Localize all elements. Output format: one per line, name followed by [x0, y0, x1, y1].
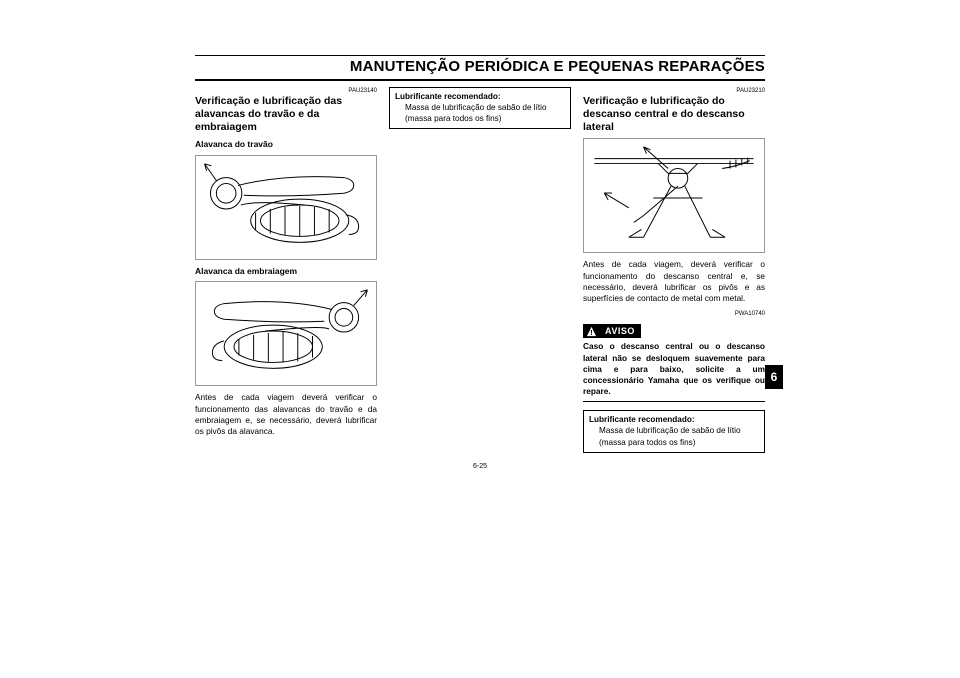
header-title: MANUTENÇÃO PERIÓDICA E PEQUENAS REPARAÇÕ…	[350, 58, 765, 75]
aviso-header: ! AVISO	[583, 324, 765, 338]
section-title-stand: Verificação e lubrificação do descanso c…	[583, 95, 765, 134]
recommended-lubricant-box-2: Lubrificante recomendado: Massa de lubri…	[583, 410, 765, 452]
body-levers: Antes de cada viagem deverá verificar o …	[195, 392, 377, 437]
svg-text:!: !	[590, 328, 592, 337]
ref-code: PAU23140	[195, 87, 377, 95]
figure-brake-lever	[195, 155, 377, 260]
columns: PAU23140 Verificação e lubrificação das …	[195, 87, 765, 453]
ref-code-right: PAU23210	[583, 87, 765, 95]
aviso-ref: PWA10740	[583, 310, 765, 318]
figure-center-stand	[583, 138, 765, 253]
rec-label-2: Lubrificante recomendado:	[589, 414, 759, 425]
subhead-brake-lever: Alavanca do travão	[195, 139, 377, 150]
rec-value: Massa de lubrificação de sabão de lítio …	[395, 102, 565, 124]
column-center: Lubrificante recomendado: Massa de lubri…	[389, 87, 571, 453]
aviso-text: Caso o descanso central ou o descanso la…	[583, 341, 765, 402]
subhead-clutch-lever: Alavanca da embraiagem	[195, 266, 377, 277]
rec-value-2: Massa de lubrificação de sabão de lítio …	[589, 425, 759, 447]
figure-clutch-lever	[195, 281, 377, 386]
column-left: PAU23140 Verificação e lubrificação das …	[195, 87, 377, 453]
page-number: 6-25	[195, 463, 765, 470]
warning-icon: !	[583, 324, 599, 338]
chapter-tab: 6	[765, 365, 783, 389]
body-stand: Antes de cada viagem, deverá verificar o…	[583, 259, 765, 304]
recommended-lubricant-box: Lubrificante recomendado: Massa de lubri…	[389, 87, 571, 129]
section-title-levers: Verificação e lubrificação das alavancas…	[195, 95, 377, 134]
page-header: MANUTENÇÃO PERIÓDICA E PEQUENAS REPARAÇÕ…	[195, 55, 765, 81]
rec-label: Lubrificante recomendado:	[395, 91, 565, 102]
column-right: PAU23210 Verificação e lubrificação do d…	[583, 87, 765, 453]
aviso-label: AVISO	[599, 324, 641, 338]
manual-page: MANUTENÇÃO PERIÓDICA E PEQUENAS REPARAÇÕ…	[195, 55, 765, 630]
